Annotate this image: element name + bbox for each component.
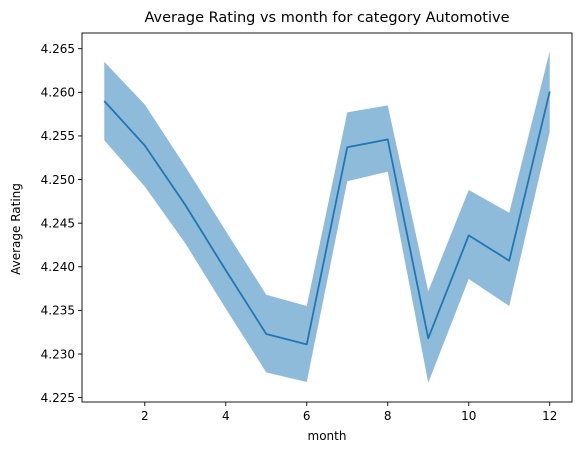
x-tick-label: 10 [461,409,476,423]
series-line [103,91,551,346]
axes: 2 4 6 8 10 12 4.225 4.230 4.235 4.240 4.245 4.250 4.… [41,32,573,423]
y-tick-label: 4.260 [41,86,75,100]
y-tick-label: 4.255 [41,129,75,143]
x-tick-label: 12 [542,409,557,423]
x-tick-label: 6 [303,409,311,423]
confidence-band [104,51,550,383]
y-tick-label: 4.250 [41,173,75,187]
x-axis-label: month [308,429,347,443]
x-tick-label: 8 [384,409,392,423]
plot-area [103,51,551,383]
y-tick-label: 4.240 [41,260,75,274]
y-axis-label: Average Rating [9,183,23,275]
y-tick-label: 4.225 [41,391,75,405]
y-tick-label: 4.235 [41,304,75,318]
plot-frame [81,32,573,403]
y-tick-label: 4.245 [41,216,75,230]
chart-title: Average Rating vs month for category Aut… [144,10,509,26]
x-tick-label: 4 [222,409,230,423]
y-tick-label: 4.230 [41,347,75,361]
x-tick-label: 2 [141,409,149,423]
y-tick-label: 4.265 [41,42,75,56]
